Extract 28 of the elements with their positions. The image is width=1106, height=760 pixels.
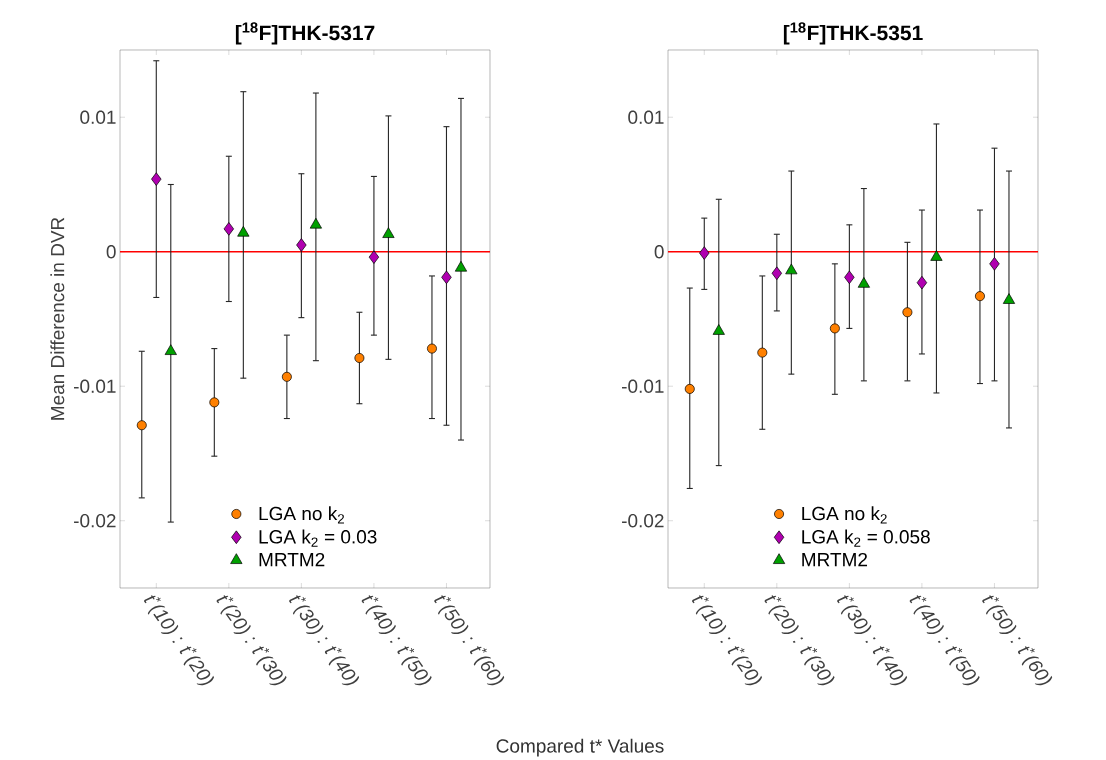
x-tick-label: t$^{*}$(10) : t$^{*}$(20) [144,595,215,686]
y-tick-label: -0.01 [622,379,664,393]
y-tick-label: -0.01 [74,379,116,393]
x-tick-label: t$^{*}$(50) : t$^{*}$(60) [434,595,505,686]
x-tick-label: t$^{*}$(10) : t$^{*}$(20) [692,595,763,686]
y-tick-label: 0 [654,245,664,259]
legend-label: LGA no k$_{2}$ [802,506,887,524]
y-tick-label: -0.02 [74,514,116,528]
legend-label: MRTM2 [802,552,868,567]
y-axis-title: Mean Difference in DVR [50,217,65,420]
chart-title: [$^{18}$F]THK-5351 [783,22,923,45]
y-tick-label: 0.01 [628,110,664,124]
x-tick-label: t$^{*}$(40) : t$^{*}$(50) [361,595,432,686]
x-tick-label: t$^{*}$(20) : t$^{*}$(30) [216,595,287,686]
y-tick-label: 0 [106,245,116,259]
x-tick-label: t$^{*}$(50) : t$^{*}$(60) [982,595,1053,686]
legend-label: MRTM2 [259,552,325,567]
chart-title: [$^{18}$F]THK-5317 [235,22,375,45]
x-tick-label: t$^{*}$(30) : t$^{*}$(40) [837,595,908,686]
y-tick-label: 0.01 [80,110,116,124]
x-tick-label: t$^{*}$(20) : t$^{*}$(30) [764,595,835,686]
x-tick-label: t$^{*}$(30) : t$^{*}$(40) [289,595,360,686]
legend-label: LGA k$_{2}$ = 0.03 [259,529,377,547]
x-axis-title: Compared t* Values [496,738,664,757]
legend-label: LGA no k$_{2}$ [259,506,344,524]
legend-label: LGA k$_{2}$ = 0.058 [802,529,930,547]
x-tick-label: t$^{*}$(40) : t$^{*}$(50) [909,595,980,686]
y-tick-label: -0.02 [622,514,664,528]
